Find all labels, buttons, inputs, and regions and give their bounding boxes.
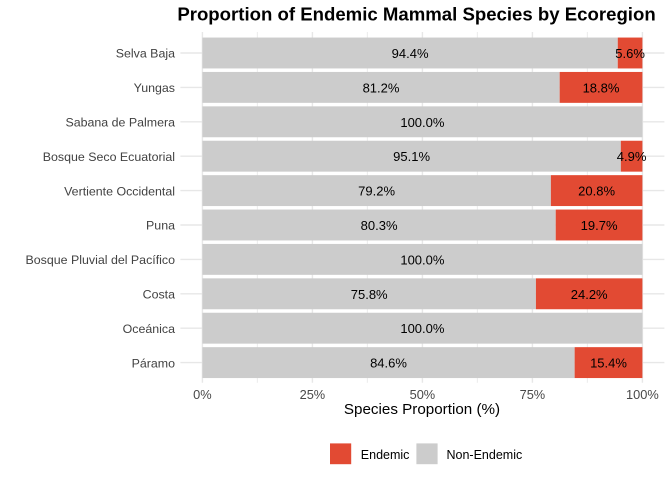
svg-text:Sabana de Palmera: Sabana de Palmera bbox=[65, 116, 175, 130]
svg-text:100.0%: 100.0% bbox=[400, 252, 445, 267]
svg-text:15.4%: 15.4% bbox=[590, 356, 627, 371]
svg-text:100.0%: 100.0% bbox=[400, 115, 445, 130]
svg-text:0%: 0% bbox=[193, 387, 212, 402]
svg-text:81.2%: 81.2% bbox=[363, 80, 400, 95]
svg-text:Puna: Puna bbox=[146, 219, 175, 233]
svg-text:100%: 100% bbox=[626, 387, 659, 402]
svg-text:84.6%: 84.6% bbox=[370, 356, 407, 371]
svg-text:Endemic: Endemic bbox=[361, 448, 410, 462]
svg-text:Costa: Costa bbox=[143, 288, 175, 302]
svg-text:Proportion of Endemic Mammal S: Proportion of Endemic Mammal Species by … bbox=[177, 3, 655, 24]
svg-text:95.1%: 95.1% bbox=[393, 149, 430, 164]
svg-text:Non-Endemic: Non-Endemic bbox=[447, 448, 523, 462]
svg-text:Bosque Seco Ecuatorial: Bosque Seco Ecuatorial bbox=[43, 150, 175, 164]
svg-text:4.9%: 4.9% bbox=[617, 149, 647, 164]
svg-text:20.8%: 20.8% bbox=[578, 184, 615, 199]
svg-text:Yungas: Yungas bbox=[134, 81, 175, 95]
svg-text:100.0%: 100.0% bbox=[400, 321, 445, 336]
svg-text:Vertiente Occidental: Vertiente Occidental bbox=[64, 184, 175, 198]
svg-text:50%: 50% bbox=[410, 387, 436, 402]
svg-text:18.8%: 18.8% bbox=[583, 80, 620, 95]
svg-text:25%: 25% bbox=[300, 387, 326, 402]
svg-text:75.8%: 75.8% bbox=[351, 287, 388, 302]
svg-text:79.2%: 79.2% bbox=[358, 184, 395, 199]
svg-text:Páramo: Páramo bbox=[132, 356, 175, 370]
svg-text:Oceánica: Oceánica bbox=[123, 322, 175, 336]
svg-text:Species Proportion (%): Species Proportion (%) bbox=[344, 401, 500, 418]
svg-text:Bosque Pluvial del Pacífico: Bosque Pluvial del Pacífico bbox=[26, 253, 176, 267]
svg-text:94.4%: 94.4% bbox=[392, 46, 429, 61]
svg-text:80.3%: 80.3% bbox=[361, 218, 398, 233]
svg-text:Selva Baja: Selva Baja bbox=[116, 47, 175, 61]
svg-text:19.7%: 19.7% bbox=[581, 218, 618, 233]
svg-text:5.6%: 5.6% bbox=[615, 46, 645, 61]
svg-text:75%: 75% bbox=[520, 387, 546, 402]
svg-text:24.2%: 24.2% bbox=[571, 287, 608, 302]
